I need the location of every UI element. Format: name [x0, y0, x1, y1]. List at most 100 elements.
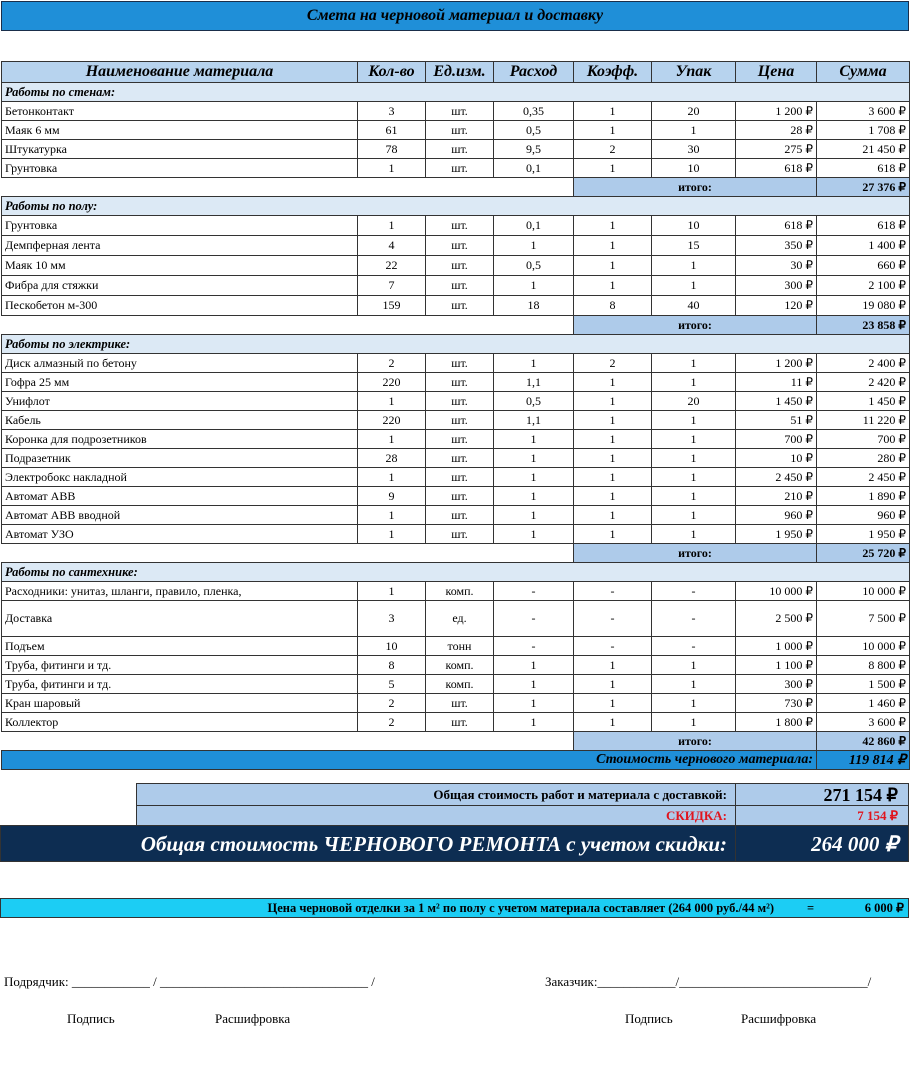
table-cell: 21 450 ₽ [816, 139, 910, 159]
column-header: Расход [493, 61, 574, 83]
table-cell: 19 080 ₽ [816, 295, 910, 316]
table-cell: 8 [573, 295, 652, 316]
table-cell: шт. [425, 410, 494, 430]
table-cell: 275 ₽ [735, 139, 817, 159]
table-cell: шт. [425, 693, 494, 713]
table-cell: Коллектор [1, 712, 358, 732]
table-header: Наименование материала Кол-во Ед.изм. Расхо… [1, 61, 910, 83]
table-cell: Демпферная лента [1, 235, 358, 256]
table-cell: 1 [573, 505, 652, 525]
table-cell: шт. [425, 505, 494, 525]
table-row: Унифлот 1 шт. 0,5 1 20 1 450 ₽1 450 ₽ [1, 391, 910, 411]
table-cell: 4 [357, 235, 426, 256]
table-cell: Труба, фитинги и тд. [1, 655, 358, 675]
contractor-decode-caption: Расшифровка [215, 1011, 291, 1026]
customer-sign-caption: Подпись [625, 1011, 673, 1026]
table-cell: 210 ₽ [735, 486, 817, 506]
table-cell: 300 ₽ [735, 275, 817, 296]
table-row: Электробокс накладной 1 шт. 1 1 1 2 450 ₽2 450… [1, 467, 910, 487]
column-header: Сумма [816, 61, 910, 83]
table-cell: 10 ₽ [735, 448, 817, 468]
table-cell: 5 [357, 674, 426, 694]
table-cell: 3 [357, 600, 426, 637]
table-cell: шт. [425, 524, 494, 544]
table-cell: 1 [493, 429, 574, 449]
table-cell: 700 ₽ [816, 429, 910, 449]
table-cell: Маяк 6 мм [1, 120, 358, 140]
table-cell: 10 [651, 215, 736, 236]
table-cell: 618 ₽ [816, 215, 910, 236]
table-cell: Кабель [1, 410, 358, 430]
table-cell: 2 420 ₽ [816, 372, 910, 392]
table-cell: - [651, 600, 736, 637]
table-cell: Унифлот [1, 391, 358, 411]
table-cell: 1 [573, 275, 652, 296]
subtotal-label: итого: [573, 731, 817, 751]
final-label: Общая стоимость ЧЕРНОВОГО РЕМОНТА с учет… [0, 825, 736, 862]
table-row: Расходники: унитаз, шланги, правило, пле… [1, 581, 910, 601]
table-row: Коллектор 2 шт. 1 1 1 1 800 ₽3 600 ₽ [1, 712, 910, 732]
table-row: Грунтовка 1 шт. 0,1 1 10 618 ₽618 ₽ [1, 158, 910, 178]
table-cell: - [493, 600, 574, 637]
table-cell: 1 [573, 655, 652, 675]
table-cell: шт. [425, 101, 494, 121]
table-cell: 1 460 ₽ [816, 693, 910, 713]
subtotal-row: итого: 27 376 ₽ [2, 177, 910, 197]
table-cell: 2 [357, 693, 426, 713]
table-cell: 3 [357, 101, 426, 121]
per-m2-bar: Цена черновой отделки за 1 м² по полу с … [0, 898, 909, 918]
table-cell: 1,1 [493, 372, 574, 392]
table-cell: Штукатурка [1, 139, 358, 159]
table-cell: комп. [425, 581, 494, 601]
table-cell: 1 [573, 101, 652, 121]
table-cell: Бетонконтакт [1, 101, 358, 121]
table-cell: Автомат АВВ вводной [1, 505, 358, 525]
table-cell: Подъем [1, 636, 358, 656]
table-cell: 2 500 ₽ [735, 600, 817, 637]
table-cell: 1 [493, 524, 574, 544]
table-cell: комп. [425, 655, 494, 675]
table-cell: 1 [573, 158, 652, 178]
table-cell: 2 450 ₽ [816, 467, 910, 487]
table-row: Гофра 25 мм 220 шт. 1,1 1 1 11 ₽2 420 ₽ [1, 372, 910, 392]
table-cell: 120 ₽ [735, 295, 817, 316]
table-cell: 159 [357, 295, 426, 316]
table-cell: шт. [425, 295, 494, 316]
table-cell: 11 ₽ [735, 372, 817, 392]
table-cell: 1 [651, 410, 736, 430]
column-header: Наименование материала [1, 61, 358, 83]
subtotal-label: итого: [573, 315, 817, 335]
table-cell: 0,5 [493, 120, 574, 140]
table-cell: 40 [651, 295, 736, 316]
table-cell: шт. [425, 372, 494, 392]
section-title: Работы по электрике: [1, 334, 910, 354]
table-cell: 1 [493, 235, 574, 256]
table-cell: 0,35 [493, 101, 574, 121]
table-cell: 1 [573, 235, 652, 256]
table-cell: Диск алмазный по бетону [1, 353, 358, 373]
table-cell: 10 000 ₽ [816, 581, 910, 601]
table-cell: 2 400 ₽ [816, 353, 910, 373]
table-row: Кабель 220 шт. 1,1 1 1 51 ₽11 220 ₽ [1, 410, 910, 430]
table-cell: 10 [651, 158, 736, 178]
table-cell: Грунтовка [1, 215, 358, 236]
table-cell: 30 ₽ [735, 255, 817, 276]
table-cell: 10 000 ₽ [735, 581, 817, 601]
table-cell: 2 [573, 139, 652, 159]
table-cell: 1 [357, 524, 426, 544]
table-cell: 1 [651, 674, 736, 694]
table-cell: 618 ₽ [735, 158, 817, 178]
table-cell: 350 ₽ [735, 235, 817, 256]
table-cell: Автомат УЗО [1, 524, 358, 544]
table-cell: 2 100 ₽ [816, 275, 910, 296]
total-value: 271 154 ₽ [735, 783, 909, 806]
section-title: Работы по сантехнике: [1, 562, 910, 582]
table-cell: шт. [425, 215, 494, 236]
table-row: Демпферная лента 4 шт. 1 1 15 350 ₽1 400 ₽ [1, 235, 910, 256]
section-header: Работы по стенам: [1, 82, 910, 102]
column-header: Кол-во [357, 61, 426, 83]
table-cell: 1 950 ₽ [735, 524, 817, 544]
table-cell: шт. [425, 235, 494, 256]
blank-cell [2, 732, 574, 751]
table-row: Автомат АВВ 9 шт. 1 1 1 210 ₽1 890 ₽ [1, 486, 910, 506]
